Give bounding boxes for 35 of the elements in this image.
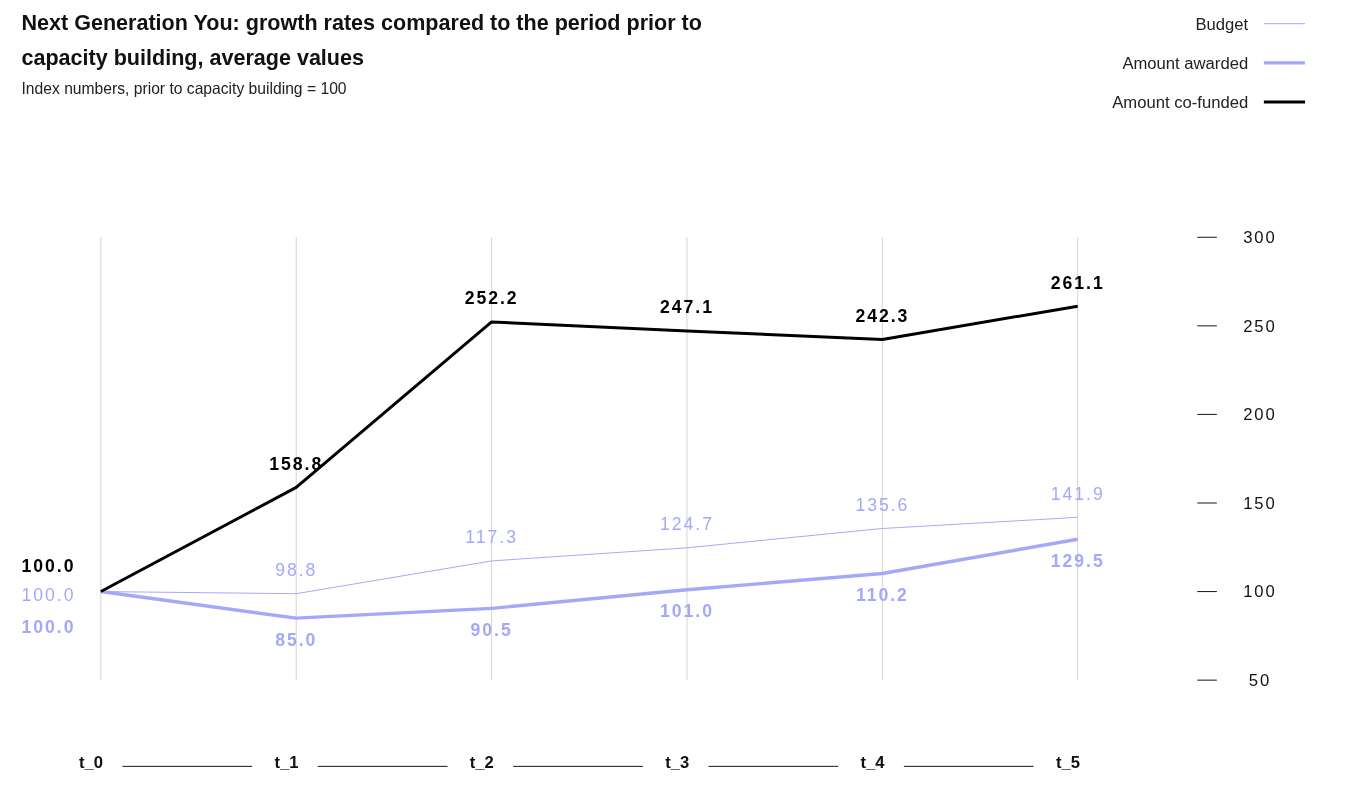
x-tick-label: t_2 — [469, 753, 494, 773]
y-tick-label: 50 — [1248, 670, 1272, 690]
y-tick-label: 300 — [1243, 228, 1277, 248]
data-label: 110.2 — [855, 584, 909, 605]
legend-label: Amount awarded — [1122, 53, 1249, 73]
data-label: 90.5 — [470, 619, 513, 640]
data-label: 100.0 — [21, 555, 76, 576]
legend-label: Amount co-funded — [1112, 92, 1249, 112]
x-tick-label: t_1 — [274, 753, 299, 773]
data-label: 129.5 — [1050, 550, 1105, 571]
chart-subtitle: Index numbers, prior to capacity building = 100 — [21, 80, 347, 98]
x-tick-label: t_0 — [79, 753, 104, 773]
data-label: 135.6 — [855, 494, 910, 515]
data-label: 100.0 — [21, 616, 76, 637]
y-tick-label: 200 — [1243, 405, 1277, 425]
y-tick-label: 150 — [1243, 493, 1277, 513]
data-label: 100.0 — [21, 585, 76, 606]
x-tick-label: t_4 — [860, 753, 886, 773]
data-label: 101.0 — [660, 601, 714, 622]
data-label: 141.9 — [1050, 483, 1105, 504]
data-label: 247.1 — [660, 297, 714, 318]
chart-title: Next Generation You: growth rates compared to the period prior to capacity building, average values — [21, 9, 702, 70]
x-tick-label: t_3 — [665, 753, 690, 773]
data-label: 158.8 — [269, 453, 324, 474]
y-tick-label: 250 — [1243, 316, 1277, 336]
data-label: 252.2 — [464, 288, 519, 309]
data-label: 242.3 — [855, 305, 910, 326]
data-label: 124.7 — [660, 514, 714, 535]
y-tick-label: 100 — [1243, 582, 1277, 602]
data-label: 261.1 — [1050, 272, 1105, 293]
x-tick-label: t_5 — [1055, 753, 1080, 773]
data-label: 85.0 — [275, 629, 318, 650]
data-label: 117.3 — [465, 527, 518, 548]
legend-label: Budget — [1195, 14, 1249, 34]
data-label: 98.8 — [275, 560, 318, 581]
